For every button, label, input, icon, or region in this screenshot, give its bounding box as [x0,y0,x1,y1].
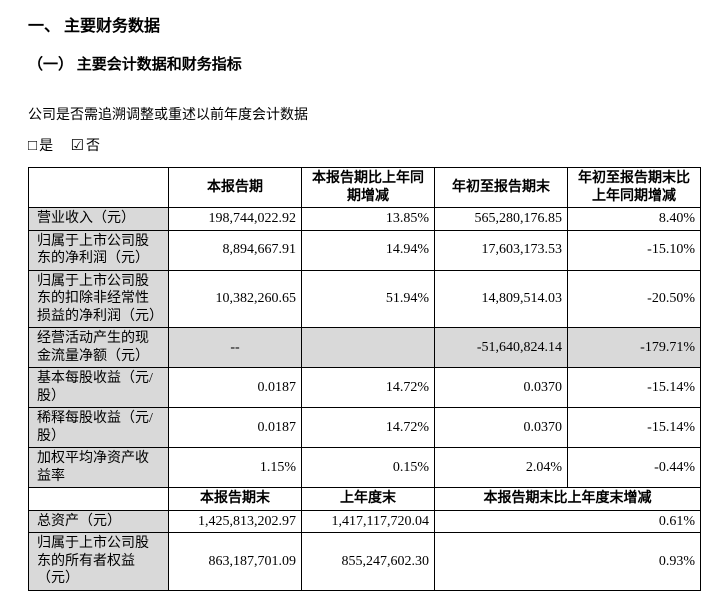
value-yoy: 14.94% [301,229,435,271]
empty-corner-cell [28,167,169,208]
empty-corner-cell [28,487,169,511]
section-subtitle: （一） 主要会计数据和财务指标 [28,57,242,73]
col-header-current-period: 本报告期 [168,167,302,208]
value-ytd: 0.0370 [434,367,568,408]
value-change: 0.61% [434,509,701,533]
value-prior-year-end: 1,417,117,720.04 [301,509,435,533]
checkbox-checked-icon: ☑ [70,138,85,154]
table-header-row-top: 本报告期 本报告期比上年同期增减 年初至报告期末 年初至报告期末比上年同期增减 [28,167,701,208]
col-header-ytd: 年初至报告期末 [434,167,568,208]
value-ytd-yoy: 8.40% [567,207,701,231]
value-ytd-yoy: -15.14% [567,367,701,408]
row-net-profit: 归属于上市公司股东的净利润（元） 8,894,667.91 14.94% 17,… [28,229,701,271]
value-yoy: 13.85% [301,207,435,231]
value-prior-year-end: 855,247,602.30 [301,532,435,591]
value-ytd: 2.04% [434,447,568,488]
table-header-row-bottom: 本报告期末 上年度末 本报告期末比上年度末增减 [28,487,701,511]
value-ytd: 0.0370 [434,407,568,448]
value-ytd-yoy: -0.44% [567,447,701,488]
financial-data-table: 本报告期 本报告期比上年同期增减 年初至报告期末 年初至报告期末比上年同期增减 … [28,167,701,591]
value-period-end: 863,187,701.09 [168,532,302,591]
value-ytd: 17,603,173.53 [434,229,568,271]
checkbox-no-label: 否 [86,139,101,154]
checkbox-unchecked-icon: □ [28,138,38,154]
value-yoy [301,327,435,368]
row-label: 加权平均净资产收益率 [28,447,169,488]
value-current: 8,894,667.91 [168,229,302,271]
row-label: 经营活动产生的现金流量净额（元） [28,327,169,368]
row-operating-revenue: 营业收入（元） 198,744,022.92 13.85% 565,280,17… [28,207,701,231]
restatement-answer-line: □ 是 ☑ 否 [28,135,700,155]
value-current: 10,382,260.65 [168,269,302,328]
doc-title: 一、 主要财务数据 [28,18,161,35]
row-label: 总资产（元） [28,509,169,533]
row-diluted-eps: 稀释每股收益（元/股） 0.0187 14.72% 0.0370 -15.14% [28,407,701,448]
row-total-assets: 总资产（元） 1,425,813,202.97 1,417,117,720.04… [28,509,701,533]
checkbox-no: ☑ 否 [70,138,101,154]
col-header-prior-year-end: 上年度末 [301,487,435,511]
row-label: 归属于上市公司股东的所有者权益（元） [28,532,169,591]
row-label: 营业收入（元） [28,207,169,231]
row-operating-cash-flow: 经营活动产生的现金流量净额（元） -- -51,640,824.14 -179.… [28,327,701,368]
col-header-end-vs-prior: 本报告期末比上年度末增减 [434,487,701,511]
value-current: 0.0187 [168,367,302,408]
value-ytd: -51,640,824.14 [434,327,568,368]
checkbox-yes-label: 是 [39,139,54,154]
row-label: 归属于上市公司股东的扣除非经常性损益的净利润（元） [28,269,169,328]
value-current: -- [168,327,302,368]
row-owners-equity: 归属于上市公司股东的所有者权益（元） 863,187,701.09 855,24… [28,532,701,591]
row-net-profit-deducted: 归属于上市公司股东的扣除非经常性损益的净利润（元） 10,382,260.65 … [28,269,701,328]
value-ytd: 14,809,514.03 [434,269,568,328]
col-header-ytd-vs-prior: 年初至报告期末比上年同期增减 [567,167,701,208]
checkbox-yes: □ 是 [28,138,54,154]
value-ytd-yoy: -179.71% [567,327,701,368]
value-yoy: 14.72% [301,407,435,448]
value-period-end: 1,425,813,202.97 [168,509,302,533]
row-label: 稀释每股收益（元/股） [28,407,169,448]
row-basic-eps: 基本每股收益（元/股） 0.0187 14.72% 0.0370 -15.14% [28,367,701,408]
value-current: 1.15% [168,447,302,488]
row-label: 基本每股收益（元/股） [28,367,169,408]
value-yoy: 51.94% [301,269,435,328]
restatement-question: 公司是否需追溯调整或重述以前年度会计数据 [28,108,308,123]
value-current: 198,744,022.92 [168,207,302,231]
value-yoy: 14.72% [301,367,435,408]
row-label: 归属于上市公司股东的净利润（元） [28,229,169,271]
value-current: 0.0187 [168,407,302,448]
value-ytd: 565,280,176.85 [434,207,568,231]
value-ytd-yoy: -15.10% [567,229,701,271]
value-yoy: 0.15% [301,447,435,488]
col-header-period-end: 本报告期末 [168,487,302,511]
col-header-current-vs-prior: 本报告期比上年同期增减 [301,167,435,208]
value-ytd-yoy: -20.50% [567,269,701,328]
value-change: 0.93% [434,532,701,591]
row-weighted-avg-roe: 加权平均净资产收益率 1.15% 0.15% 2.04% -0.44% [28,447,701,488]
value-ytd-yoy: -15.14% [567,407,701,448]
